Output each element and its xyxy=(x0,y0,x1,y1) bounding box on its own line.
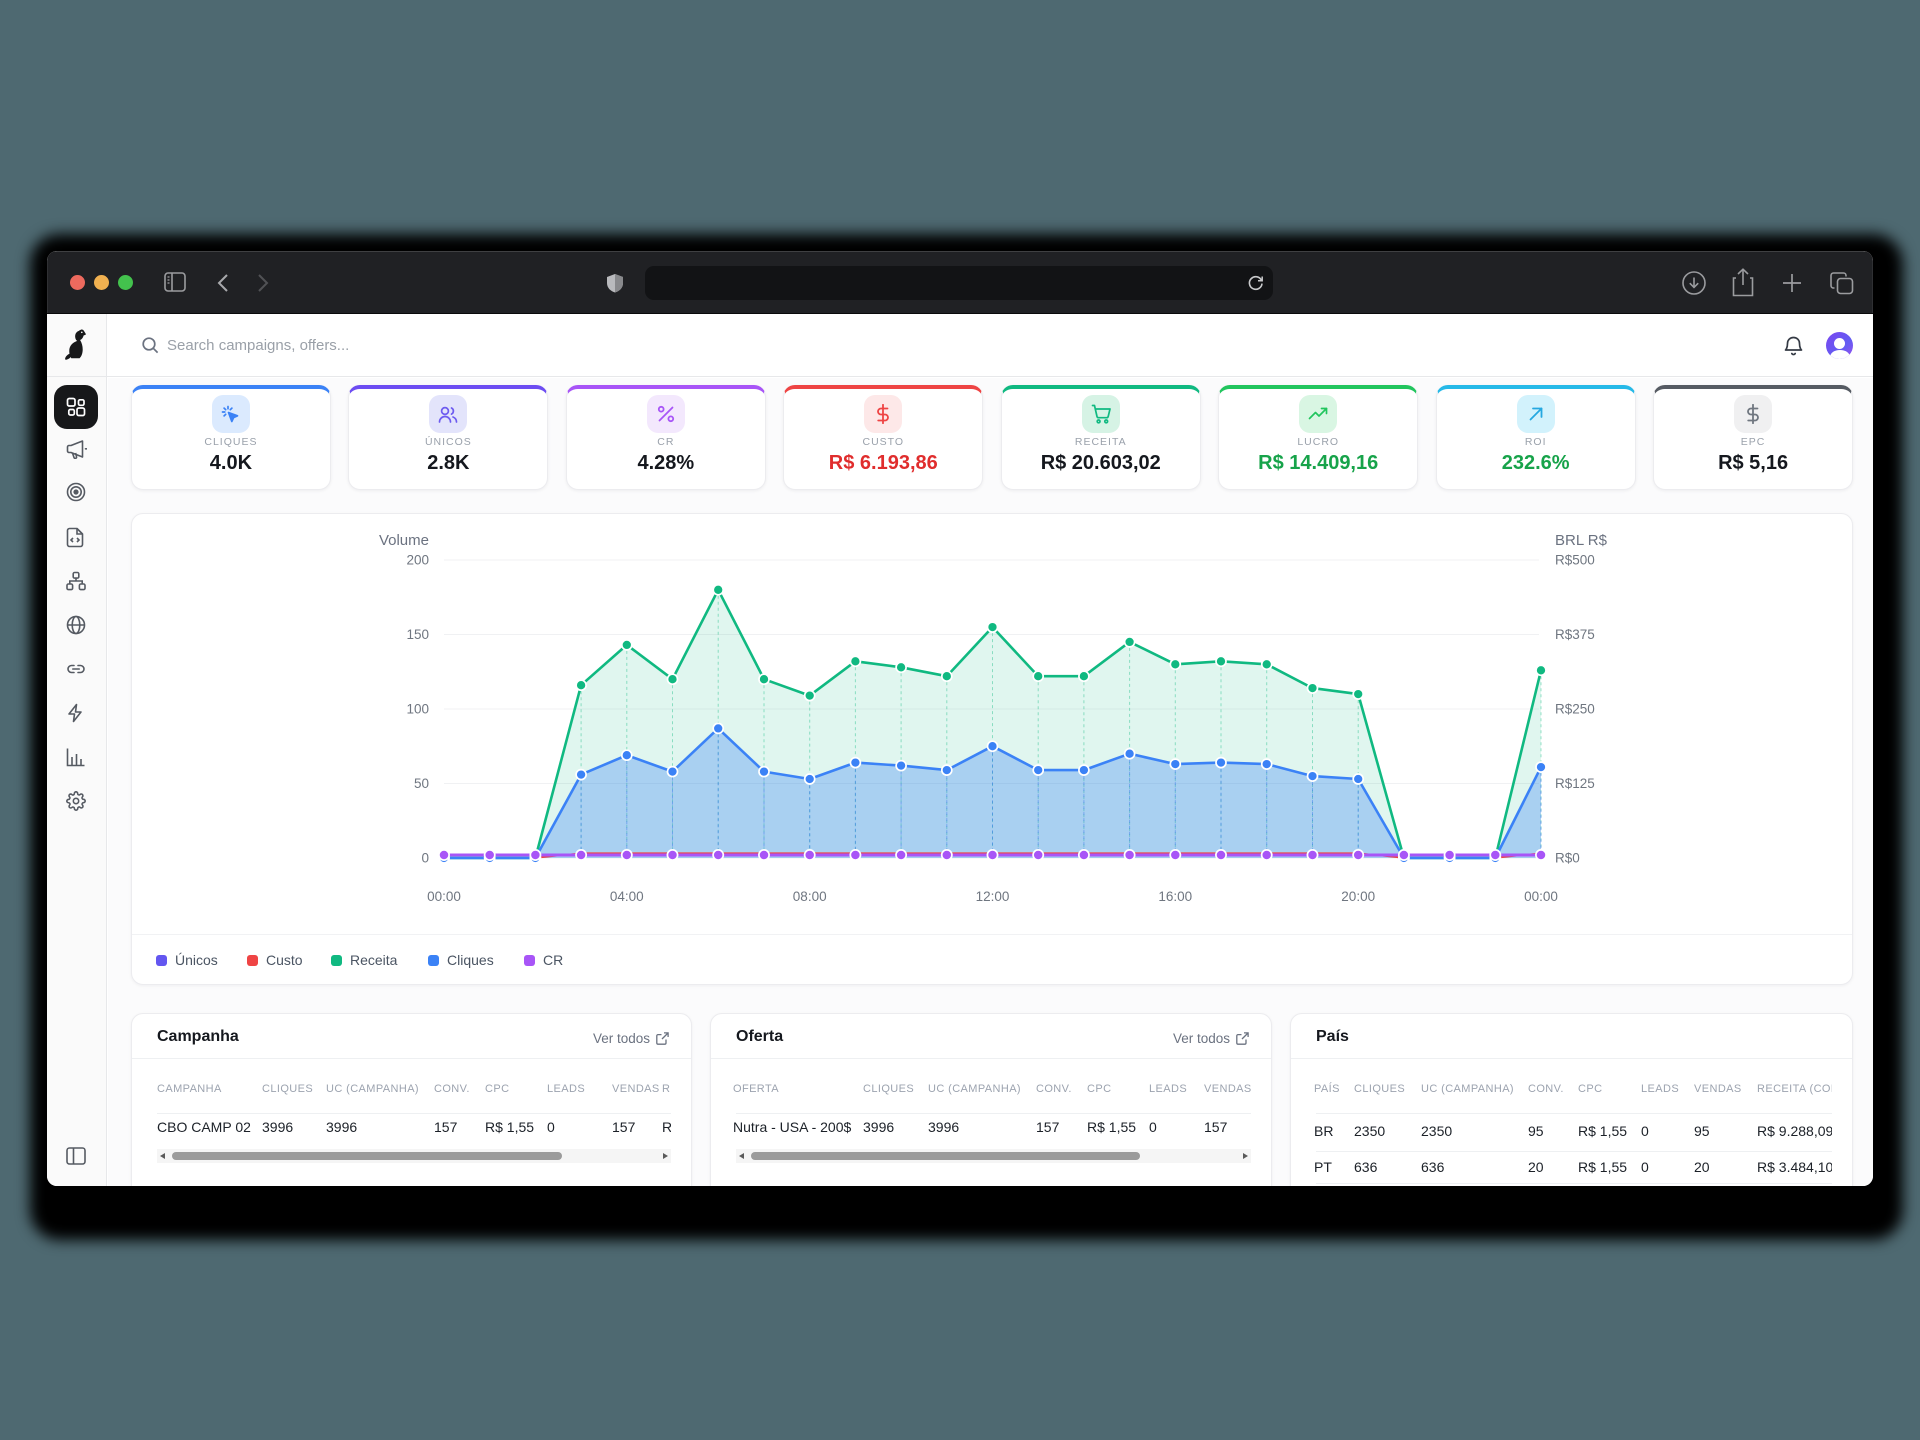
svg-text:16:00: 16:00 xyxy=(1158,889,1192,904)
svg-text:12:00: 12:00 xyxy=(976,889,1010,904)
svg-text:04:00: 04:00 xyxy=(610,889,644,904)
svg-text:08:00: 08:00 xyxy=(793,889,827,904)
svg-text:Volume: Volume xyxy=(379,532,429,549)
svg-text:20:00: 20:00 xyxy=(1341,889,1375,904)
svg-text:00:00: 00:00 xyxy=(427,889,461,904)
svg-text:R$250: R$250 xyxy=(1555,702,1595,717)
svg-text:R$0: R$0 xyxy=(1555,851,1580,866)
svg-text:200: 200 xyxy=(406,553,429,568)
svg-text:R$125: R$125 xyxy=(1555,776,1595,791)
svg-text:R$375: R$375 xyxy=(1555,627,1595,642)
svg-text:150: 150 xyxy=(406,627,429,642)
svg-text:100: 100 xyxy=(406,702,429,717)
svg-text:R$500: R$500 xyxy=(1555,553,1595,568)
svg-text:0: 0 xyxy=(421,851,429,866)
svg-text:00:00: 00:00 xyxy=(1524,889,1558,904)
svg-text:BRL R$: BRL R$ xyxy=(1555,532,1608,549)
svg-text:50: 50 xyxy=(414,776,429,791)
